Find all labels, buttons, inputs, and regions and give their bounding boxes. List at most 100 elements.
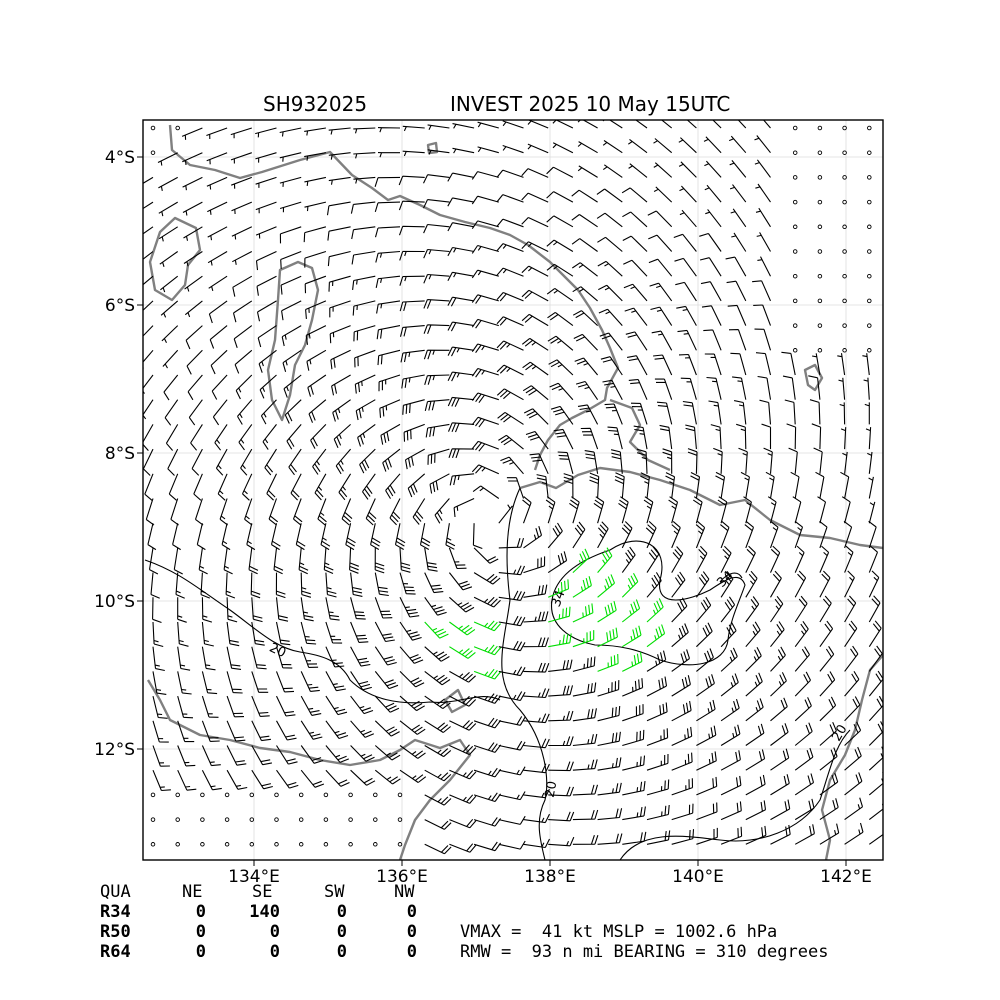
wind-barb bbox=[298, 547, 309, 575]
wind-barb bbox=[447, 422, 475, 433]
wind-barb bbox=[331, 374, 351, 396]
wind-barb bbox=[622, 729, 645, 747]
wind-barb bbox=[506, 477, 525, 499]
wind-barb bbox=[812, 353, 821, 376]
wind-barb bbox=[597, 808, 623, 821]
wind-barb bbox=[143, 226, 154, 235]
calm-wind-mark bbox=[817, 348, 823, 353]
wind-barb bbox=[837, 353, 846, 376]
wind-barb bbox=[653, 354, 673, 376]
wind-barb bbox=[745, 570, 758, 598]
wind-barb bbox=[754, 135, 771, 154]
wind-barb bbox=[645, 520, 657, 549]
wind-barb bbox=[424, 572, 444, 594]
calm-wind-mark bbox=[373, 817, 378, 822]
wind-barb bbox=[473, 668, 502, 680]
wind-barb bbox=[281, 325, 302, 347]
wind-barb bbox=[677, 329, 697, 351]
coast-cape-york bbox=[820, 654, 883, 860]
wind-barb bbox=[819, 595, 832, 623]
storm-name-time-title: INVEST 2025 10 May 15UTC bbox=[450, 92, 731, 116]
calm-wind-mark bbox=[817, 273, 823, 279]
wind-barb bbox=[627, 355, 648, 376]
wind-barb bbox=[745, 825, 767, 845]
calm-wind-mark bbox=[842, 125, 847, 131]
wind-barb bbox=[547, 522, 563, 549]
wind-barb bbox=[819, 772, 839, 796]
wind-barb bbox=[190, 424, 203, 451]
wind-barb bbox=[223, 547, 233, 575]
wind-barb bbox=[862, 353, 870, 376]
wind-barb bbox=[374, 695, 400, 713]
wind-barb bbox=[399, 671, 425, 688]
wind-barb bbox=[172, 523, 181, 551]
wind-barb bbox=[745, 672, 763, 697]
wind-barb bbox=[399, 572, 416, 595]
wind-barb bbox=[819, 823, 840, 845]
wind-barb bbox=[498, 504, 513, 524]
wind-barb bbox=[572, 733, 598, 747]
wind-barb bbox=[477, 121, 499, 129]
wind-barb bbox=[226, 597, 238, 623]
calm-wind-mark bbox=[842, 150, 847, 155]
wind-barb bbox=[577, 404, 599, 425]
wind-barb bbox=[399, 646, 424, 664]
wind-barb bbox=[720, 826, 743, 845]
y-tick-label: 12°S bbox=[94, 740, 135, 760]
wind-barb bbox=[653, 162, 673, 178]
wind-barb bbox=[624, 307, 648, 326]
wind-barb bbox=[521, 241, 549, 252]
wind-barb bbox=[471, 294, 499, 304]
wind-barb bbox=[447, 296, 475, 307]
calm-wind-mark bbox=[842, 199, 847, 205]
wind-barb bbox=[158, 226, 178, 242]
wind-barb bbox=[150, 572, 160, 599]
wind-barb bbox=[701, 305, 722, 326]
wind-barb bbox=[402, 125, 425, 132]
wind-barb bbox=[720, 698, 740, 722]
wind-barb bbox=[255, 226, 277, 239]
wind-barb bbox=[643, 496, 654, 524]
wind-barb bbox=[572, 784, 599, 796]
wind-barb bbox=[602, 140, 623, 154]
wind-barb bbox=[143, 201, 154, 210]
calm-wind-mark bbox=[323, 817, 329, 822]
calm-wind-mark bbox=[867, 323, 872, 328]
wind-barb bbox=[699, 257, 722, 277]
wind-barb bbox=[580, 427, 599, 450]
wind-barb bbox=[790, 471, 800, 499]
wind-barb bbox=[728, 329, 747, 351]
wind-barb bbox=[868, 570, 880, 598]
wind-barb bbox=[781, 351, 796, 376]
calm-wind-mark bbox=[323, 842, 329, 847]
wind-barb bbox=[844, 746, 862, 771]
wind-barb bbox=[819, 747, 838, 771]
wind-barb bbox=[710, 424, 722, 450]
wind-barb bbox=[597, 236, 623, 252]
wind-barb bbox=[868, 545, 879, 573]
wind-barb bbox=[730, 352, 747, 376]
wind-barb bbox=[453, 497, 475, 518]
wind-barb bbox=[671, 675, 691, 697]
wind-barb bbox=[761, 423, 772, 450]
wind-barb bbox=[399, 547, 411, 573]
wind-barb bbox=[375, 250, 401, 263]
wind-barb bbox=[399, 769, 427, 783]
wind-barb bbox=[281, 300, 302, 321]
wind-barb bbox=[251, 671, 269, 693]
wind-barb bbox=[352, 300, 376, 316]
wind-barb bbox=[770, 697, 788, 722]
contour-label: 34 bbox=[549, 588, 569, 609]
calm-wind-mark bbox=[249, 842, 255, 847]
calm-wind-mark bbox=[298, 792, 304, 798]
wind-barb bbox=[427, 124, 450, 130]
wind-barb bbox=[597, 680, 620, 697]
wind-barb bbox=[729, 184, 747, 203]
wind-barb bbox=[424, 596, 447, 616]
wind-barb bbox=[660, 120, 673, 129]
calm-wind-mark bbox=[867, 273, 872, 279]
wind-barb bbox=[164, 399, 179, 426]
wind-barb bbox=[696, 648, 714, 672]
wind-barb bbox=[354, 374, 376, 394]
wind-barb bbox=[447, 246, 475, 257]
